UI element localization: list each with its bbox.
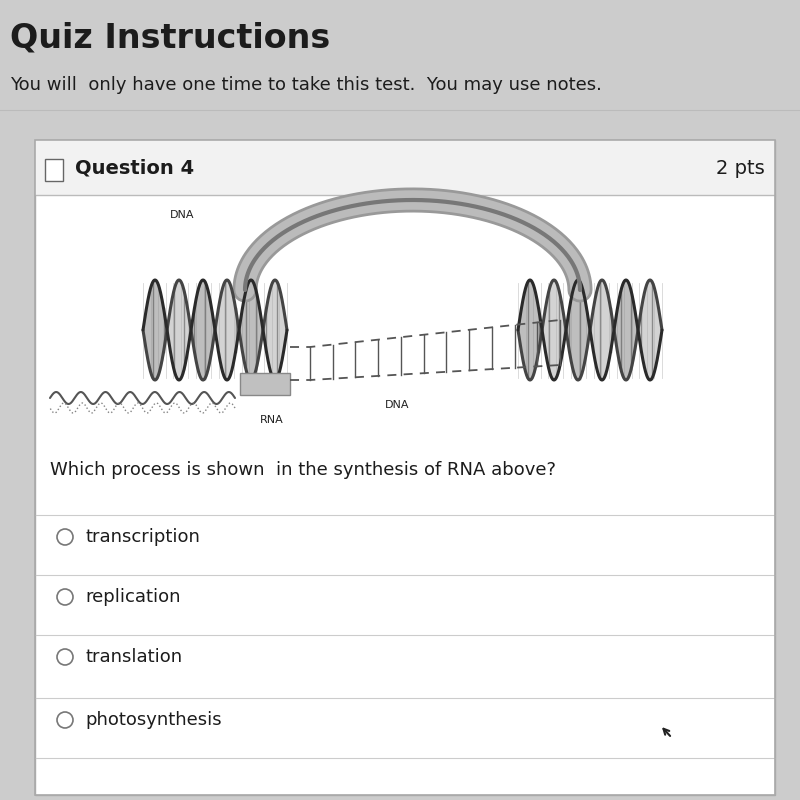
Text: Question 4: Question 4 (75, 158, 194, 178)
Text: transcription: transcription (85, 528, 200, 546)
Text: replication: replication (85, 588, 181, 606)
Bar (240, 373, 290, 395)
Text: Quiz Instructions: Quiz Instructions (10, 22, 330, 54)
Text: You will  only have one time to take this test.  You may use notes.: You will only have one time to take this… (10, 76, 602, 94)
Text: DNA: DNA (385, 400, 410, 410)
Bar (45, 159, 63, 181)
Text: RNA: RNA (260, 415, 284, 425)
Text: DNA: DNA (170, 210, 194, 220)
Text: 2 pts: 2 pts (716, 158, 765, 178)
Bar (35, 140, 775, 195)
Bar (35, 140, 775, 795)
Text: translation: translation (85, 648, 182, 666)
Text: Which process is shown  in the synthesis of RNA above?: Which process is shown in the synthesis … (50, 461, 556, 479)
Bar (35, 140, 775, 795)
Text: photosynthesis: photosynthesis (85, 711, 222, 729)
